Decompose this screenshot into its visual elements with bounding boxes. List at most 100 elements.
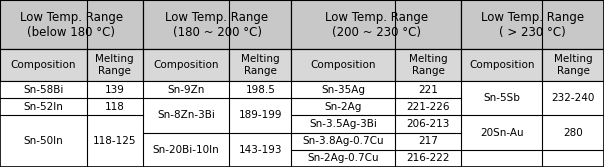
Bar xyxy=(291,81,395,98)
Bar xyxy=(291,49,395,81)
Text: Melting
Range: Melting Range xyxy=(241,54,280,76)
Bar xyxy=(230,115,291,133)
Bar xyxy=(86,150,143,167)
Bar xyxy=(461,115,542,133)
Bar xyxy=(542,133,604,150)
Bar xyxy=(291,98,395,115)
Bar xyxy=(395,115,461,133)
Text: 139: 139 xyxy=(104,85,124,95)
Text: Sn-20Bi-10In: Sn-20Bi-10In xyxy=(153,145,219,155)
Bar xyxy=(395,133,461,150)
Bar xyxy=(542,98,604,115)
Bar xyxy=(0,133,86,150)
Bar xyxy=(461,49,542,81)
Bar xyxy=(230,133,291,150)
Bar xyxy=(542,81,604,98)
Text: 143-193: 143-193 xyxy=(239,145,282,155)
Text: 206-213: 206-213 xyxy=(406,119,449,129)
Bar xyxy=(542,49,604,81)
Bar xyxy=(291,150,395,167)
Text: Low Temp. Range
( > 230 °C): Low Temp. Range ( > 230 °C) xyxy=(481,11,584,39)
Bar xyxy=(143,81,230,98)
Bar xyxy=(230,150,291,167)
Text: Melting
Range: Melting Range xyxy=(409,54,448,76)
Bar xyxy=(230,81,291,98)
Bar xyxy=(0,150,86,167)
Text: Sn-3.5Ag-3Bi: Sn-3.5Ag-3Bi xyxy=(309,119,377,129)
Bar xyxy=(143,98,230,133)
Text: 232-240: 232-240 xyxy=(551,93,595,103)
Text: Sn-58Bi: Sn-58Bi xyxy=(23,85,63,95)
Bar xyxy=(143,133,230,167)
Bar xyxy=(230,49,291,81)
Bar xyxy=(86,49,143,81)
Text: Low Temp. Range
(200 ~ 230 °C): Low Temp. Range (200 ~ 230 °C) xyxy=(324,11,428,39)
Bar xyxy=(291,81,395,98)
Bar xyxy=(542,81,604,115)
Text: 118: 118 xyxy=(104,102,124,112)
Bar xyxy=(291,133,395,150)
Bar xyxy=(542,150,604,167)
Bar xyxy=(542,115,604,150)
Bar xyxy=(143,98,230,115)
Bar xyxy=(395,98,461,115)
Text: Composition: Composition xyxy=(310,60,376,70)
Text: 118-125: 118-125 xyxy=(93,136,137,146)
Bar xyxy=(86,98,143,115)
Bar xyxy=(86,115,143,167)
Text: Sn-35Ag: Sn-35Ag xyxy=(321,85,365,95)
Text: 221: 221 xyxy=(418,85,438,95)
Text: 280: 280 xyxy=(564,128,583,138)
Bar xyxy=(395,150,461,167)
Text: Sn-9Zn: Sn-9Zn xyxy=(167,85,205,95)
Bar xyxy=(86,115,143,133)
Bar xyxy=(542,150,604,167)
Bar xyxy=(291,0,461,49)
Bar xyxy=(461,98,542,115)
Bar xyxy=(143,133,230,150)
Bar xyxy=(0,115,86,167)
Text: Sn-3.8Ag-0.7Cu: Sn-3.8Ag-0.7Cu xyxy=(302,136,384,146)
Bar xyxy=(86,81,143,98)
Bar xyxy=(0,81,86,98)
Bar xyxy=(395,81,461,98)
Text: Low Temp. Range
(below 180 °C): Low Temp. Range (below 180 °C) xyxy=(20,11,123,39)
Text: Sn-50In: Sn-50In xyxy=(24,136,63,146)
Bar xyxy=(143,81,230,98)
Bar xyxy=(230,98,291,133)
Bar xyxy=(230,98,291,115)
Bar xyxy=(461,81,542,98)
Bar xyxy=(395,150,461,167)
Text: Melting
Range: Melting Range xyxy=(554,54,593,76)
Bar xyxy=(143,150,230,167)
Text: 198.5: 198.5 xyxy=(245,85,275,95)
Bar xyxy=(291,115,395,133)
Bar xyxy=(0,98,86,115)
Text: Composition: Composition xyxy=(469,60,535,70)
Bar xyxy=(395,115,461,133)
Text: Sn-8Zn-3Bi: Sn-8Zn-3Bi xyxy=(157,110,215,120)
Text: 189-199: 189-199 xyxy=(239,110,282,120)
Bar xyxy=(86,81,143,98)
Bar xyxy=(0,98,86,115)
Bar xyxy=(395,81,461,98)
Bar xyxy=(291,133,395,150)
Text: Composition: Composition xyxy=(153,60,219,70)
Bar xyxy=(395,133,461,150)
Bar xyxy=(0,81,86,98)
Bar xyxy=(143,115,230,133)
Text: Sn-2Ag: Sn-2Ag xyxy=(324,102,362,112)
Bar xyxy=(461,81,542,115)
Text: Sn-52In: Sn-52In xyxy=(24,102,63,112)
Bar xyxy=(143,49,230,81)
Text: 20Sn-Au: 20Sn-Au xyxy=(480,128,524,138)
Bar xyxy=(542,115,604,133)
Text: 217: 217 xyxy=(418,136,438,146)
Text: 216-222: 216-222 xyxy=(406,153,450,163)
Bar xyxy=(86,98,143,115)
Bar xyxy=(0,0,143,49)
Bar xyxy=(291,115,395,133)
Text: Low Temp. Range
(180 ~ 200 °C): Low Temp. Range (180 ~ 200 °C) xyxy=(165,11,269,39)
Bar xyxy=(461,133,542,150)
Text: Sn-5Sb: Sn-5Sb xyxy=(483,93,520,103)
